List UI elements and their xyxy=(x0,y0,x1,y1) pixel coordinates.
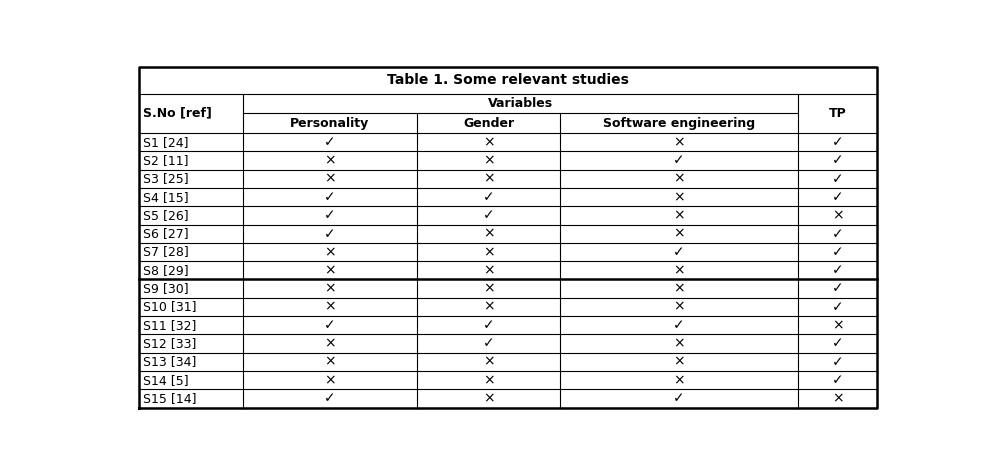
Text: ✓: ✓ xyxy=(674,245,684,259)
Text: S1 [24]: S1 [24] xyxy=(143,136,188,149)
Text: ×: × xyxy=(674,355,684,369)
Text: ✓: ✓ xyxy=(832,227,843,241)
Text: ×: × xyxy=(324,245,335,259)
Text: ✓: ✓ xyxy=(832,373,843,387)
Text: Personality: Personality xyxy=(291,116,369,130)
Text: ×: × xyxy=(674,263,684,277)
Text: ×: × xyxy=(483,263,494,277)
Text: S15 [14]: S15 [14] xyxy=(143,392,196,405)
Text: ×: × xyxy=(483,245,494,259)
Text: ×: × xyxy=(674,336,684,350)
Text: ✓: ✓ xyxy=(483,318,494,332)
Text: S7 [28]: S7 [28] xyxy=(143,246,188,259)
Text: ×: × xyxy=(674,373,684,387)
Text: ×: × xyxy=(674,227,684,241)
Text: S13 [34]: S13 [34] xyxy=(143,355,196,368)
Text: S10 [31]: S10 [31] xyxy=(143,301,196,314)
Text: ✓: ✓ xyxy=(832,355,843,369)
Text: ✓: ✓ xyxy=(832,336,843,350)
Text: ×: × xyxy=(483,300,494,314)
Text: ✓: ✓ xyxy=(832,245,843,259)
Text: TP: TP xyxy=(829,107,846,120)
Text: Software engineering: Software engineering xyxy=(603,116,755,130)
Text: S6 [27]: S6 [27] xyxy=(143,227,188,240)
Text: Gender: Gender xyxy=(463,116,514,130)
Text: ×: × xyxy=(832,208,843,222)
Text: ×: × xyxy=(483,172,494,186)
Text: ×: × xyxy=(483,355,494,369)
Text: ✓: ✓ xyxy=(832,153,843,167)
Text: ×: × xyxy=(483,373,494,387)
Text: ×: × xyxy=(674,281,684,295)
Text: ×: × xyxy=(674,172,684,186)
Text: Table 1. Some relevant studies: Table 1. Some relevant studies xyxy=(388,73,629,87)
Text: S3 [25]: S3 [25] xyxy=(143,172,188,185)
Text: ✓: ✓ xyxy=(832,172,843,186)
Text: S5 [26]: S5 [26] xyxy=(143,209,188,222)
Text: S12 [33]: S12 [33] xyxy=(143,337,196,350)
Text: ×: × xyxy=(324,373,335,387)
Text: ✓: ✓ xyxy=(324,135,335,149)
Text: ✓: ✓ xyxy=(832,190,843,204)
Text: ✓: ✓ xyxy=(483,336,494,350)
Text: ×: × xyxy=(483,281,494,295)
Text: ✓: ✓ xyxy=(483,208,494,222)
Text: ✓: ✓ xyxy=(324,391,335,405)
Text: S11 [32]: S11 [32] xyxy=(143,319,196,332)
Text: ×: × xyxy=(483,153,494,167)
Text: ×: × xyxy=(324,300,335,314)
Text: S4 [15]: S4 [15] xyxy=(143,191,188,204)
Text: ✓: ✓ xyxy=(832,263,843,277)
Text: ✓: ✓ xyxy=(832,135,843,149)
Text: ✓: ✓ xyxy=(674,318,684,332)
Text: ×: × xyxy=(832,318,843,332)
Text: ✓: ✓ xyxy=(324,208,335,222)
Text: ✓: ✓ xyxy=(324,190,335,204)
Text: ×: × xyxy=(674,190,684,204)
Text: ×: × xyxy=(324,355,335,369)
Text: S14 [5]: S14 [5] xyxy=(143,374,188,387)
Text: ✓: ✓ xyxy=(674,391,684,405)
Text: S8 [29]: S8 [29] xyxy=(143,264,188,277)
Text: ×: × xyxy=(324,281,335,295)
Text: ×: × xyxy=(483,391,494,405)
Text: S.No [ref]: S.No [ref] xyxy=(143,107,212,120)
Text: ×: × xyxy=(674,300,684,314)
Text: ×: × xyxy=(674,208,684,222)
Text: ×: × xyxy=(483,135,494,149)
Text: S9 [30]: S9 [30] xyxy=(143,282,188,295)
Text: ×: × xyxy=(483,227,494,241)
Text: ✓: ✓ xyxy=(324,227,335,241)
Text: ×: × xyxy=(324,263,335,277)
Text: ✓: ✓ xyxy=(832,300,843,314)
Text: ×: × xyxy=(324,172,335,186)
Text: Variables: Variables xyxy=(488,97,553,110)
Text: S2 [11]: S2 [11] xyxy=(143,154,188,167)
Text: ✓: ✓ xyxy=(832,281,843,295)
Text: ×: × xyxy=(324,336,335,350)
Text: ✓: ✓ xyxy=(324,318,335,332)
Text: ×: × xyxy=(832,391,843,405)
Text: ×: × xyxy=(324,153,335,167)
Text: ✓: ✓ xyxy=(483,190,494,204)
Text: ×: × xyxy=(674,135,684,149)
Text: ✓: ✓ xyxy=(674,153,684,167)
